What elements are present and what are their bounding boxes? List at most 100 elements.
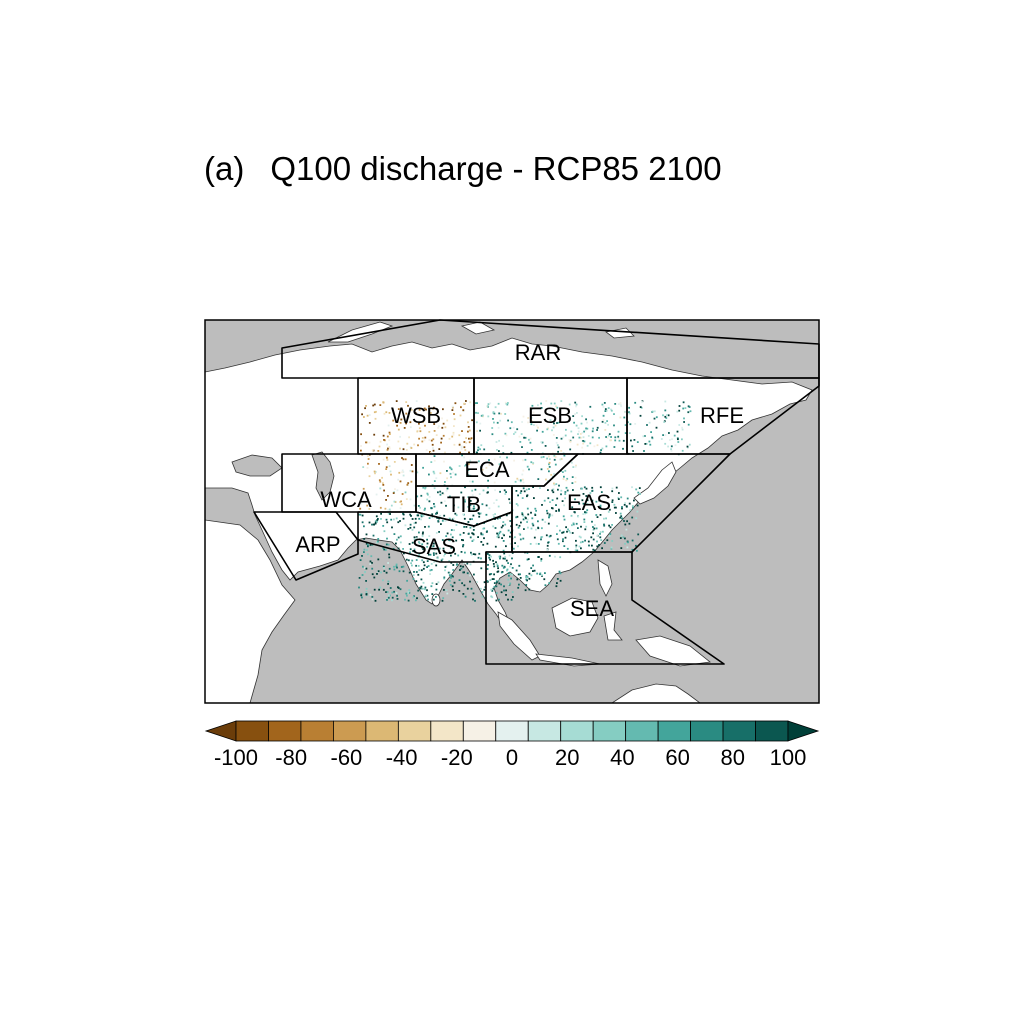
change-dot	[585, 525, 588, 528]
change-dot	[631, 486, 633, 489]
change-dot	[502, 521, 505, 523]
change-dot	[363, 551, 365, 553]
change-dot	[648, 421, 651, 424]
change-dot	[382, 525, 385, 527]
change-dot	[386, 459, 389, 461]
change-dot	[377, 450, 380, 452]
change-dot	[427, 565, 430, 567]
change-dot	[638, 487, 641, 489]
change-dot	[405, 401, 408, 403]
change-dot	[596, 429, 598, 431]
change-dot	[385, 499, 387, 501]
change-dot	[495, 592, 498, 594]
change-dot	[455, 524, 458, 526]
change-dot	[386, 521, 389, 524]
change-dot	[561, 500, 564, 502]
change-dot	[444, 519, 447, 522]
change-dot	[463, 526, 466, 528]
change-dot	[460, 448, 463, 450]
change-dot	[406, 483, 409, 486]
change-dot	[581, 431, 584, 434]
change-dot	[448, 539, 450, 541]
change-dot	[582, 440, 584, 442]
change-dot	[544, 445, 547, 447]
change-dot	[667, 445, 669, 448]
change-dot	[430, 563, 433, 565]
change-dot	[386, 449, 389, 451]
change-dot	[613, 506, 616, 509]
change-dot	[664, 434, 667, 437]
change-dot	[556, 578, 559, 580]
change-dot	[493, 458, 496, 461]
change-dot	[488, 573, 491, 576]
change-dot	[603, 402, 606, 404]
change-dot	[359, 513, 362, 516]
change-dot	[371, 523, 373, 526]
change-dot	[601, 403, 604, 406]
change-dot	[421, 532, 424, 535]
change-dot	[401, 493, 404, 495]
change-dot	[569, 448, 572, 451]
change-dot	[445, 565, 448, 567]
change-dot	[584, 512, 586, 515]
change-dot	[433, 561, 435, 563]
change-dot	[498, 598, 500, 601]
change-dot	[401, 471, 403, 474]
change-dot	[416, 597, 418, 600]
change-dot	[413, 571, 415, 573]
colorbar-box	[430, 720, 464, 742]
change-dot	[358, 586, 360, 589]
change-dot	[383, 489, 385, 492]
change-dot	[500, 571, 503, 574]
change-dot	[495, 581, 498, 584]
change-dot	[428, 431, 431, 433]
change-dot	[396, 538, 398, 541]
change-dot	[494, 527, 497, 529]
change-dot	[510, 451, 513, 454]
change-dot	[462, 593, 465, 595]
change-dot	[386, 456, 388, 459]
change-dot	[602, 419, 605, 421]
land-severnaya	[460, 321, 496, 335]
change-dot	[510, 421, 513, 424]
change-dot	[595, 527, 598, 530]
change-dot	[617, 430, 620, 433]
change-dot	[530, 461, 533, 464]
change-dot	[428, 500, 431, 503]
change-dot	[553, 455, 556, 457]
change-dot	[611, 490, 614, 493]
change-dot	[432, 470, 435, 473]
change-dot	[586, 503, 589, 505]
change-dot	[628, 522, 631, 525]
change-dot	[366, 414, 369, 417]
change-dot	[415, 571, 418, 573]
change-dot	[417, 444, 419, 447]
change-dot	[371, 596, 374, 598]
change-dot	[488, 507, 491, 510]
change-dot	[365, 591, 368, 593]
change-dot	[491, 596, 494, 599]
change-dot	[443, 514, 446, 517]
change-dot	[466, 587, 469, 590]
change-dot	[578, 535, 581, 538]
change-dot	[433, 554, 435, 556]
change-dot	[427, 493, 429, 496]
change-dot	[467, 505, 470, 508]
change-dot	[537, 404, 539, 407]
change-dot	[422, 548, 424, 551]
change-dot	[367, 462, 369, 465]
change-dot	[487, 486, 489, 489]
change-dot	[505, 403, 508, 405]
change-dot	[639, 414, 642, 417]
change-dot	[609, 526, 612, 529]
change-dot	[559, 529, 561, 532]
change-dot	[463, 584, 466, 587]
change-dot	[475, 421, 478, 424]
change-dot	[507, 572, 510, 574]
change-dot	[578, 436, 581, 439]
change-dot	[530, 423, 533, 426]
change-dot	[385, 571, 388, 574]
change-dot	[407, 559, 410, 562]
change-dot	[364, 567, 366, 569]
